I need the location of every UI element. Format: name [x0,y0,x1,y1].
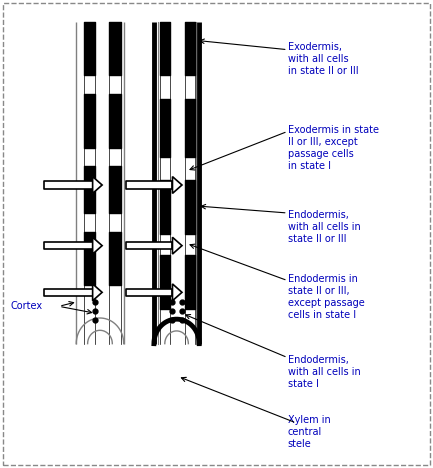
Polygon shape [172,284,182,301]
Text: Cortex: Cortex [10,301,42,311]
Text: Endodermis in
state II or III,
except passage
cells in state I: Endodermis in state II or III, except pa… [288,274,365,320]
Polygon shape [93,237,102,254]
Text: Exodermis,
with all cells
in state II or III: Exodermis, with all cells in state II or… [288,42,359,76]
Text: Endodermis,
with all cells in
state I: Endodermis, with all cells in state I [288,355,360,388]
Polygon shape [172,237,182,254]
Polygon shape [93,284,102,301]
Polygon shape [172,176,182,193]
Text: Exodermis in state
II or III, except
passage cells
in state I: Exodermis in state II or III, except pas… [288,124,379,171]
Text: Xylem in
central
stele: Xylem in central stele [288,415,330,449]
Text: Endodermis,
with all cells in
state II or III: Endodermis, with all cells in state II o… [288,210,360,244]
Polygon shape [93,176,102,193]
